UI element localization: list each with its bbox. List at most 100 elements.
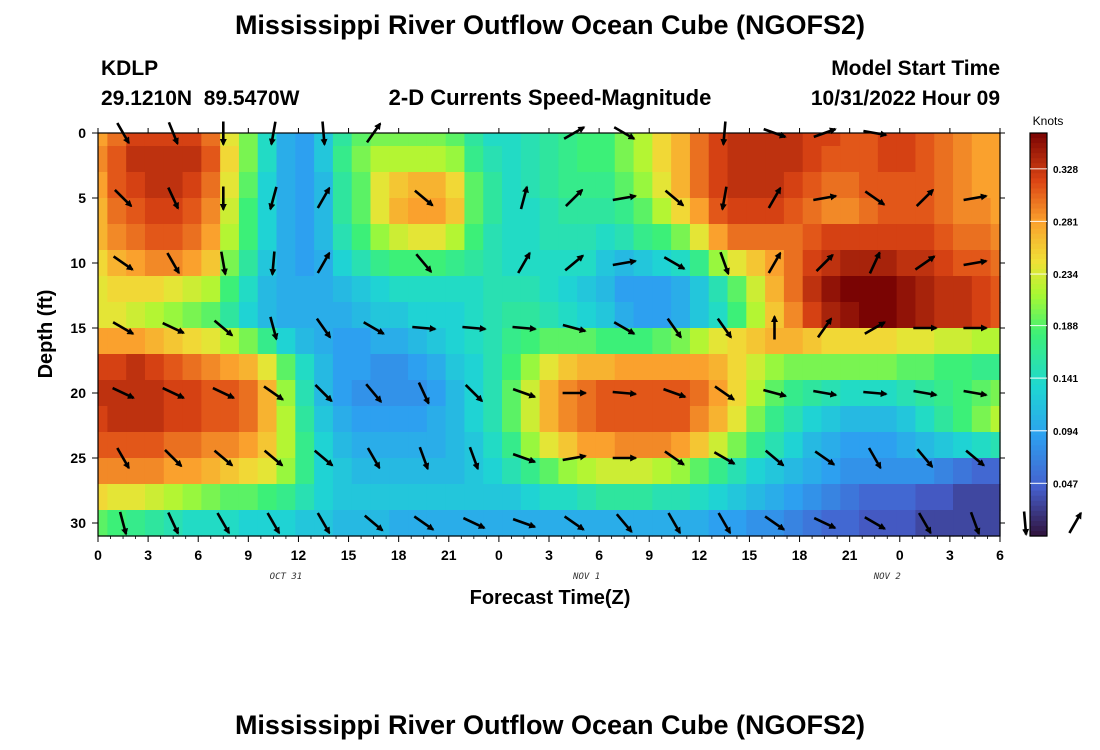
- heatmap-cell: [314, 458, 334, 485]
- heatmap-cell: [915, 302, 935, 329]
- heatmap-cell: [633, 354, 653, 381]
- current-vector: [112, 255, 134, 271]
- heatmap-cell: [595, 224, 616, 251]
- heatmap-cell: [915, 432, 935, 459]
- heatmap-cell: [257, 406, 278, 433]
- heatmap-cell: [671, 328, 691, 355]
- current-vector: [517, 251, 531, 274]
- heatmap-cell: [953, 406, 973, 433]
- heatmap-cell: [332, 146, 353, 173]
- heatmap-cell: [727, 133, 747, 147]
- current-vector: [813, 193, 838, 202]
- heatmap-cell: [633, 146, 653, 173]
- heatmap-cell: [840, 276, 860, 303]
- colorbar-swatch: [1030, 243, 1047, 250]
- speed-chart: 0 3 6 9 12 15 18 21 0 3 6 9 12 15 18 21 0 3 6 OCT 31 NOV 1 NO…: [35, 114, 1083, 609]
- heatmap-cell: [483, 328, 503, 355]
- heatmap-cell: [182, 406, 202, 433]
- heatmap-cell: [821, 133, 841, 147]
- heatmap-cell: [971, 458, 992, 485]
- colorbar-swatch: [1030, 233, 1047, 240]
- heatmap-cell: [971, 328, 992, 355]
- heatmap-cell: [98, 172, 108, 199]
- heatmap-cell: [257, 276, 278, 303]
- colorbar-swatch: [1030, 384, 1047, 391]
- heatmap-cell: [633, 250, 653, 277]
- heatmap-cell: [708, 302, 729, 329]
- heatmap-cell: [238, 146, 259, 173]
- heatmap-cell: [633, 432, 653, 459]
- heatmap-cell: [840, 510, 860, 537]
- current-vector: [313, 449, 334, 467]
- colorbar-swatch: [1030, 208, 1047, 215]
- colorbar-swatch: [1030, 525, 1047, 532]
- x-tick-label: 0: [94, 547, 102, 563]
- heatmap-cell: [276, 406, 296, 433]
- heatmap-cell: [163, 276, 184, 303]
- heatmap-cell: [182, 432, 202, 459]
- heatmap-cell: [445, 354, 466, 381]
- heatmap-cell: [671, 302, 691, 329]
- heatmap-cell: [953, 328, 973, 355]
- heatmap-cell: [295, 328, 315, 355]
- colorbar-swatch: [1030, 319, 1047, 326]
- heatmap-cell: [201, 354, 221, 381]
- heatmap-cell: [144, 354, 165, 381]
- heatmap-cell: [746, 510, 766, 537]
- heatmap-cell: [577, 224, 597, 251]
- heatmap-cell: [238, 250, 259, 277]
- heatmap-cell: [802, 302, 823, 329]
- heatmap-cell: [633, 224, 653, 251]
- current-vector: [814, 450, 836, 466]
- bottom-title: Mississippi River Outflow Ocean Cube (NG…: [234, 710, 866, 740]
- heatmap-cell: [295, 146, 315, 173]
- heatmap-cell: [389, 198, 409, 225]
- current-vector: [366, 447, 381, 470]
- heatmap-cell: [220, 484, 240, 511]
- heatmap-cell: [220, 328, 240, 355]
- heatmap-cell: [126, 302, 146, 329]
- colorbar-swatch: [1030, 399, 1047, 406]
- heatmap-cell: [426, 406, 447, 433]
- heatmap-cell: [595, 406, 616, 433]
- colorbar-swatch: [1030, 354, 1047, 361]
- current-vector: [414, 189, 434, 207]
- heatmap-cell: [351, 198, 372, 225]
- y-tick-label: 0: [78, 125, 86, 141]
- heatmap-cell: [464, 484, 484, 511]
- heatmap-cell: [821, 224, 841, 251]
- heatmap-cell: [163, 484, 184, 511]
- heatmap-cell: [144, 458, 165, 485]
- heatmap-cell: [689, 484, 710, 511]
- heatmap-cell: [558, 406, 578, 433]
- heatmap-cell: [652, 354, 672, 381]
- heatmap-cell: [671, 198, 691, 225]
- heatmap-cell: [98, 224, 108, 251]
- heatmap-cell: [389, 458, 409, 485]
- heatmap-cell: [332, 302, 353, 329]
- heatmap-cell: [408, 328, 428, 355]
- colorbar-swatch: [1030, 238, 1047, 245]
- heatmap-cell: [107, 484, 127, 511]
- heatmap-cell: [98, 250, 108, 277]
- heatmap-cell: [408, 302, 428, 329]
- heatmap-cell: [614, 172, 635, 199]
- heatmap-cell: [765, 406, 785, 433]
- heatmap-cell: [238, 354, 259, 381]
- heatmap-cell: [765, 354, 785, 381]
- heatmap-cell: [295, 250, 315, 277]
- heatmap-cell: [426, 458, 447, 485]
- heatmap-cell: [558, 510, 578, 537]
- heatmap-cell: [389, 250, 409, 277]
- heatmap-cell: [464, 302, 484, 329]
- heatmap-cell: [577, 484, 597, 511]
- heatmap-cell: [98, 458, 108, 485]
- colorbar-swatch: [1030, 284, 1047, 290]
- heatmap-cell: [351, 250, 372, 277]
- heatmap-cell: [671, 276, 691, 303]
- current-vector: [216, 512, 231, 535]
- heatmap-cell: [577, 302, 597, 329]
- current-vector: [863, 129, 888, 138]
- heatmap-cell: [746, 276, 766, 303]
- heatmap-cell: [934, 354, 954, 381]
